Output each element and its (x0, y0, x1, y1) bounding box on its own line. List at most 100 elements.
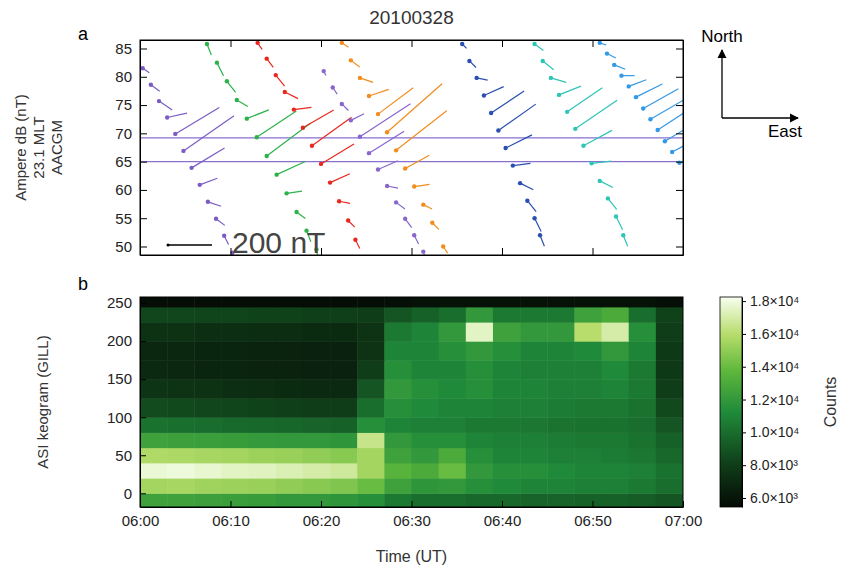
tick-mark (140, 133, 147, 134)
heat-cell (194, 432, 222, 448)
track-point (376, 112, 380, 116)
heat-cell (412, 297, 440, 307)
colorbar-axis-line (742, 298, 743, 508)
heat-cell (384, 432, 412, 448)
tick-label: 06:10 (212, 512, 250, 529)
tick-label: 65 (115, 153, 132, 170)
heat-cell (276, 432, 304, 448)
tick-mark (140, 455, 146, 456)
tick (676, 162, 683, 163)
heat-cell (140, 432, 168, 448)
db-vector (312, 117, 352, 146)
heat-cell (493, 417, 521, 433)
heat-cell (303, 307, 331, 323)
tick: 85 (115, 40, 147, 57)
heat-cell (574, 432, 602, 448)
heat-cell (412, 432, 440, 448)
heat-cell (384, 307, 412, 323)
db-vector (592, 161, 612, 163)
heat-cell (276, 297, 304, 307)
heat-cell (276, 379, 304, 399)
heat-cell (249, 398, 277, 418)
heat-cell (221, 360, 249, 380)
db-vector (405, 155, 429, 168)
heat-cell (167, 379, 195, 399)
tick (676, 77, 683, 78)
track-point (627, 84, 631, 88)
heat-cell (194, 360, 222, 380)
heat-cell (384, 448, 412, 464)
heat-cell (520, 448, 548, 464)
tick: 55 (115, 210, 147, 227)
heat-cell (303, 417, 331, 433)
heat-cell (140, 360, 168, 380)
heat-cell (602, 379, 630, 399)
tick-mark (140, 303, 146, 304)
heat-cell (602, 360, 630, 380)
tick: 1.0×10⁴ (742, 424, 799, 440)
heat-cell (574, 307, 602, 323)
db-vector (369, 131, 404, 153)
heat-cell (330, 463, 358, 479)
heat-cell (330, 398, 358, 418)
heat-cell (574, 478, 602, 494)
heat-cell (249, 463, 277, 479)
tick-label: 55 (115, 210, 132, 227)
tick-mark (676, 162, 683, 163)
heat-cell (520, 478, 548, 494)
tick-label: 1.8×10⁴ (750, 293, 799, 309)
tick: 75 (115, 96, 147, 113)
db-vector (506, 135, 532, 148)
tick (683, 248, 684, 255)
tick (593, 40, 594, 47)
heat-cell (547, 322, 575, 342)
db-vector (192, 148, 225, 168)
heat-cell (140, 463, 168, 479)
track (205, 42, 319, 255)
heat-cell (656, 448, 683, 464)
track-point (255, 135, 259, 139)
tick-mark (140, 162, 147, 163)
db-vector (551, 78, 566, 82)
heat-cell (520, 341, 548, 361)
tick (140, 40, 141, 47)
heat-cell (357, 463, 385, 479)
track-point (421, 202, 425, 206)
heat-cell (167, 307, 195, 323)
tick-mark (676, 77, 683, 78)
db-vector (629, 80, 647, 87)
tick-mark (593, 40, 594, 47)
track-point (394, 148, 398, 152)
heat-cell (547, 398, 575, 418)
heat-cell (221, 322, 249, 342)
heat-cell (276, 448, 304, 464)
heat-cell (357, 398, 385, 418)
plot-frame (140, 40, 683, 255)
heat-cell (303, 432, 331, 448)
heat-cell (167, 432, 195, 448)
heat-cell (574, 493, 602, 507)
heat-cell (412, 448, 440, 464)
tick (676, 190, 683, 191)
heat-cell (629, 463, 657, 479)
track-point (385, 184, 389, 188)
track-point (421, 249, 425, 253)
heat-cell (330, 432, 358, 448)
compass-arrow (721, 50, 722, 118)
tick-label: 07:00 (665, 512, 703, 529)
tick-mark (742, 301, 746, 302)
heat-cell (466, 398, 494, 418)
heat-cell (357, 448, 385, 464)
tick-mark (683, 248, 684, 255)
heat-cell (493, 360, 521, 380)
track-point (641, 106, 645, 110)
tick-label: 8.0×10³ (750, 457, 798, 473)
heat-cell (466, 417, 494, 433)
tick-mark (140, 248, 141, 255)
track-point (549, 76, 553, 80)
scale-bar-label: 200 nT (232, 226, 325, 259)
track (322, 69, 426, 255)
heat-cell (167, 297, 195, 307)
tick-mark (742, 432, 746, 433)
heat-cell (574, 417, 602, 433)
